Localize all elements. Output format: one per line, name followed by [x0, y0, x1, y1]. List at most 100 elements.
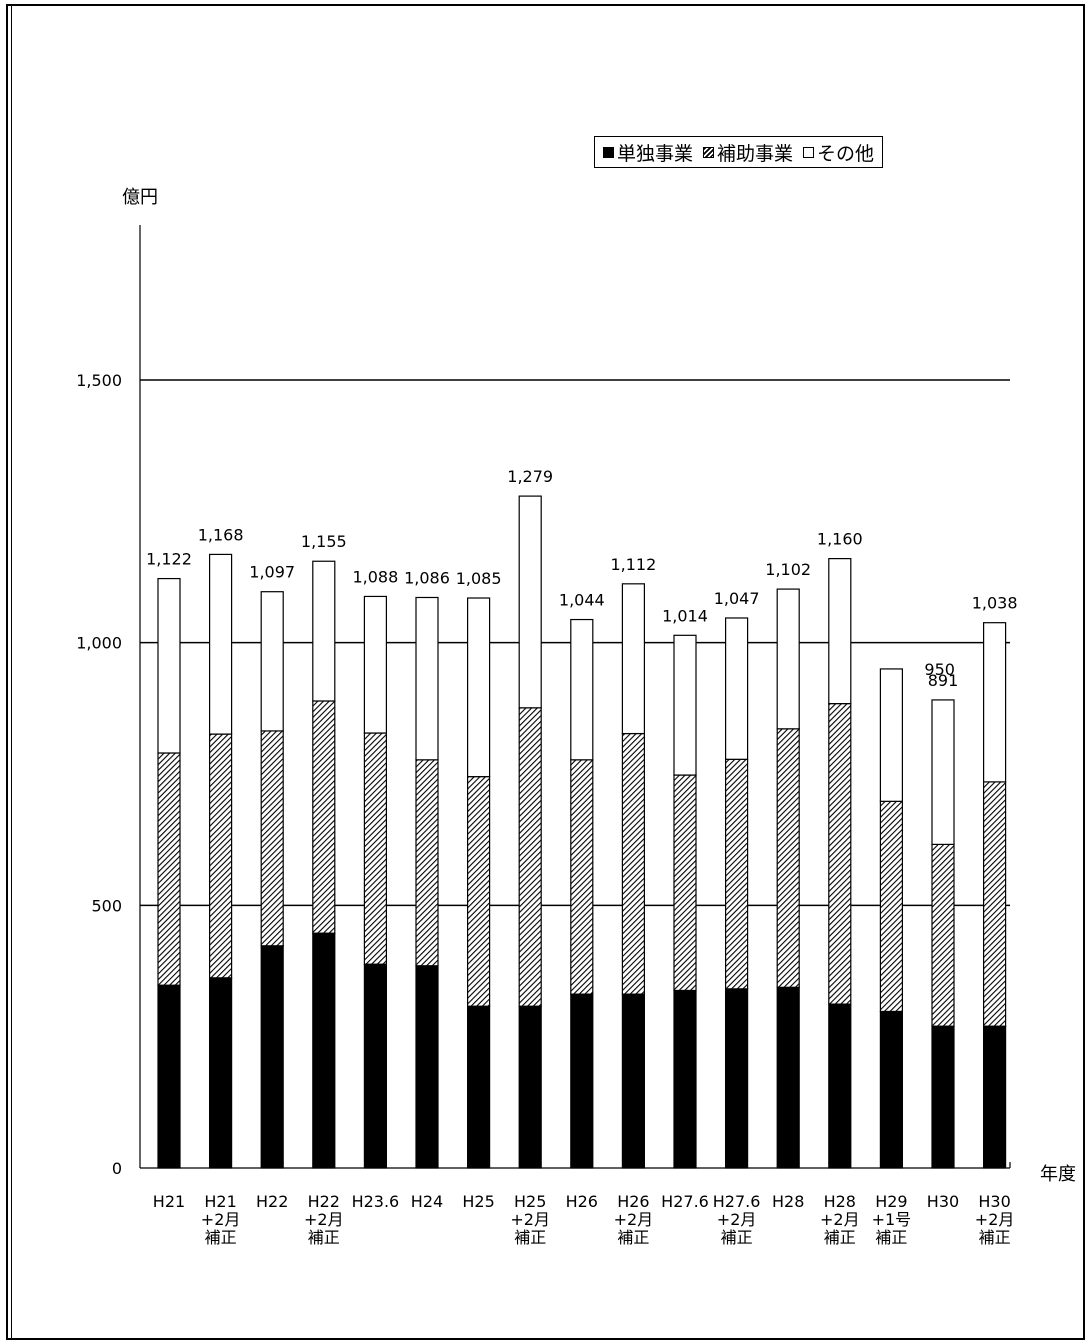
bar-segment: [260, 591, 284, 732]
data-label: 1,122: [146, 550, 192, 569]
data-label: 1,014: [662, 606, 708, 625]
bar-segment: [312, 700, 336, 934]
bar-segment: [776, 588, 800, 730]
category-label: 補正: [308, 1228, 340, 1247]
legend-swatch-empty: [803, 146, 815, 158]
category-label: H26: [617, 1192, 649, 1211]
chart-legend: 単独事業 補助事業 その他: [594, 136, 884, 168]
bar-segment: [157, 984, 181, 1169]
bar-segment: [621, 993, 646, 1169]
legend-label: 単独事業: [617, 142, 694, 165]
bar-segment: [621, 732, 646, 995]
bar-segment: [673, 774, 697, 992]
category-label: +2月: [304, 1210, 344, 1229]
data-label: 1,097: [249, 563, 295, 582]
category-label: H21: [204, 1192, 236, 1211]
bar-segment: [931, 1025, 955, 1169]
category-label: +2月: [614, 1210, 654, 1229]
chart-frame: [6, 4, 1085, 1340]
bar-segment: [621, 583, 646, 735]
bar-segment: [776, 728, 800, 988]
category-label: H28: [772, 1192, 804, 1211]
bar-segment: [724, 758, 749, 990]
category-label: 補正: [721, 1228, 753, 1247]
bar-segment: [828, 1003, 852, 1169]
category-label: H25: [462, 1192, 494, 1211]
data-label: 1,086: [404, 568, 450, 587]
bar-segment: [260, 730, 284, 947]
data-label: 1,047: [714, 589, 760, 608]
bar-segment: [157, 752, 181, 986]
category-label: H23.6: [352, 1192, 400, 1211]
legend-item-solo: 単独事業: [603, 139, 693, 166]
bar-segment: [518, 1005, 542, 1169]
data-label: 1,044: [559, 591, 605, 610]
bar-segment: [724, 617, 749, 760]
bar-segment: [828, 703, 852, 1005]
data-label: 1,088: [352, 567, 398, 586]
data-label: 1,102: [765, 560, 811, 579]
category-label: H30: [927, 1192, 959, 1211]
bar-segment: [363, 963, 387, 1169]
bar-segment: [209, 733, 233, 979]
category-label: H27.6: [661, 1192, 709, 1211]
bar-segment: [724, 988, 749, 1169]
bar-segment: [570, 993, 594, 1169]
bar-segment: [879, 1010, 904, 1169]
bar-segment: [776, 986, 800, 1169]
category-label: +2月: [975, 1210, 1015, 1229]
bar-segment: [467, 1005, 491, 1169]
category-label: H22: [256, 1192, 288, 1211]
y-tick-label: 0: [112, 1159, 122, 1178]
bar-segment: [312, 560, 336, 702]
data-label: 1,038: [972, 594, 1018, 613]
bar-segment: [982, 1025, 1007, 1169]
bar-segment: [673, 634, 697, 776]
category-label: +2月: [820, 1210, 860, 1229]
bar-segment: [157, 577, 181, 754]
category-label: 補正: [205, 1228, 237, 1247]
y-tick-label: 500: [91, 896, 122, 915]
bar-segment: [982, 781, 1007, 1027]
y-axis-unit-label: 億円: [122, 187, 158, 208]
bar-segment: [931, 843, 955, 1027]
bar-segment: [209, 977, 233, 1169]
bar-segment: [673, 989, 697, 1169]
category-label: H26: [566, 1192, 598, 1211]
legend-label: その他: [817, 142, 875, 165]
bar-segment: [467, 597, 491, 778]
legend-swatch-solid: [603, 146, 614, 158]
bar-segment: [982, 622, 1007, 783]
bar-segment: [570, 759, 594, 995]
data-label: 950: [924, 660, 955, 679]
bar-segment: [931, 699, 955, 845]
legend-item-subsidy: 補助事業: [703, 139, 793, 166]
bar-segment: [828, 558, 852, 705]
category-label: +2月: [201, 1210, 241, 1229]
category-label: H27.6: [713, 1192, 761, 1211]
legend-swatch-hatched: [703, 146, 715, 158]
category-label: 補正: [514, 1228, 546, 1247]
category-label: 補正: [617, 1228, 649, 1247]
bar-segment: [467, 776, 491, 1007]
bar-segment: [518, 707, 542, 1007]
bar-segment: [415, 965, 439, 1169]
bar-segment: [260, 945, 284, 1169]
y-tick-label: 1,500: [76, 371, 122, 390]
legend-item-other: その他: [803, 139, 874, 166]
frame-inner-line: [11, 6, 12, 1338]
category-label: +2月: [510, 1210, 550, 1229]
category-label: H29: [875, 1192, 907, 1211]
category-label: H24: [411, 1192, 443, 1211]
bar-segment: [415, 759, 439, 967]
data-label: 1,160: [817, 530, 863, 549]
bar-segment: [879, 800, 904, 1013]
category-label: +1号: [872, 1210, 912, 1229]
bar-segment: [570, 618, 594, 761]
category-label: H25: [514, 1192, 546, 1211]
category-label: 補正: [824, 1228, 856, 1247]
legend-label: 補助事業: [717, 142, 794, 165]
category-label: H28: [824, 1192, 856, 1211]
category-label: 補正: [875, 1228, 907, 1247]
